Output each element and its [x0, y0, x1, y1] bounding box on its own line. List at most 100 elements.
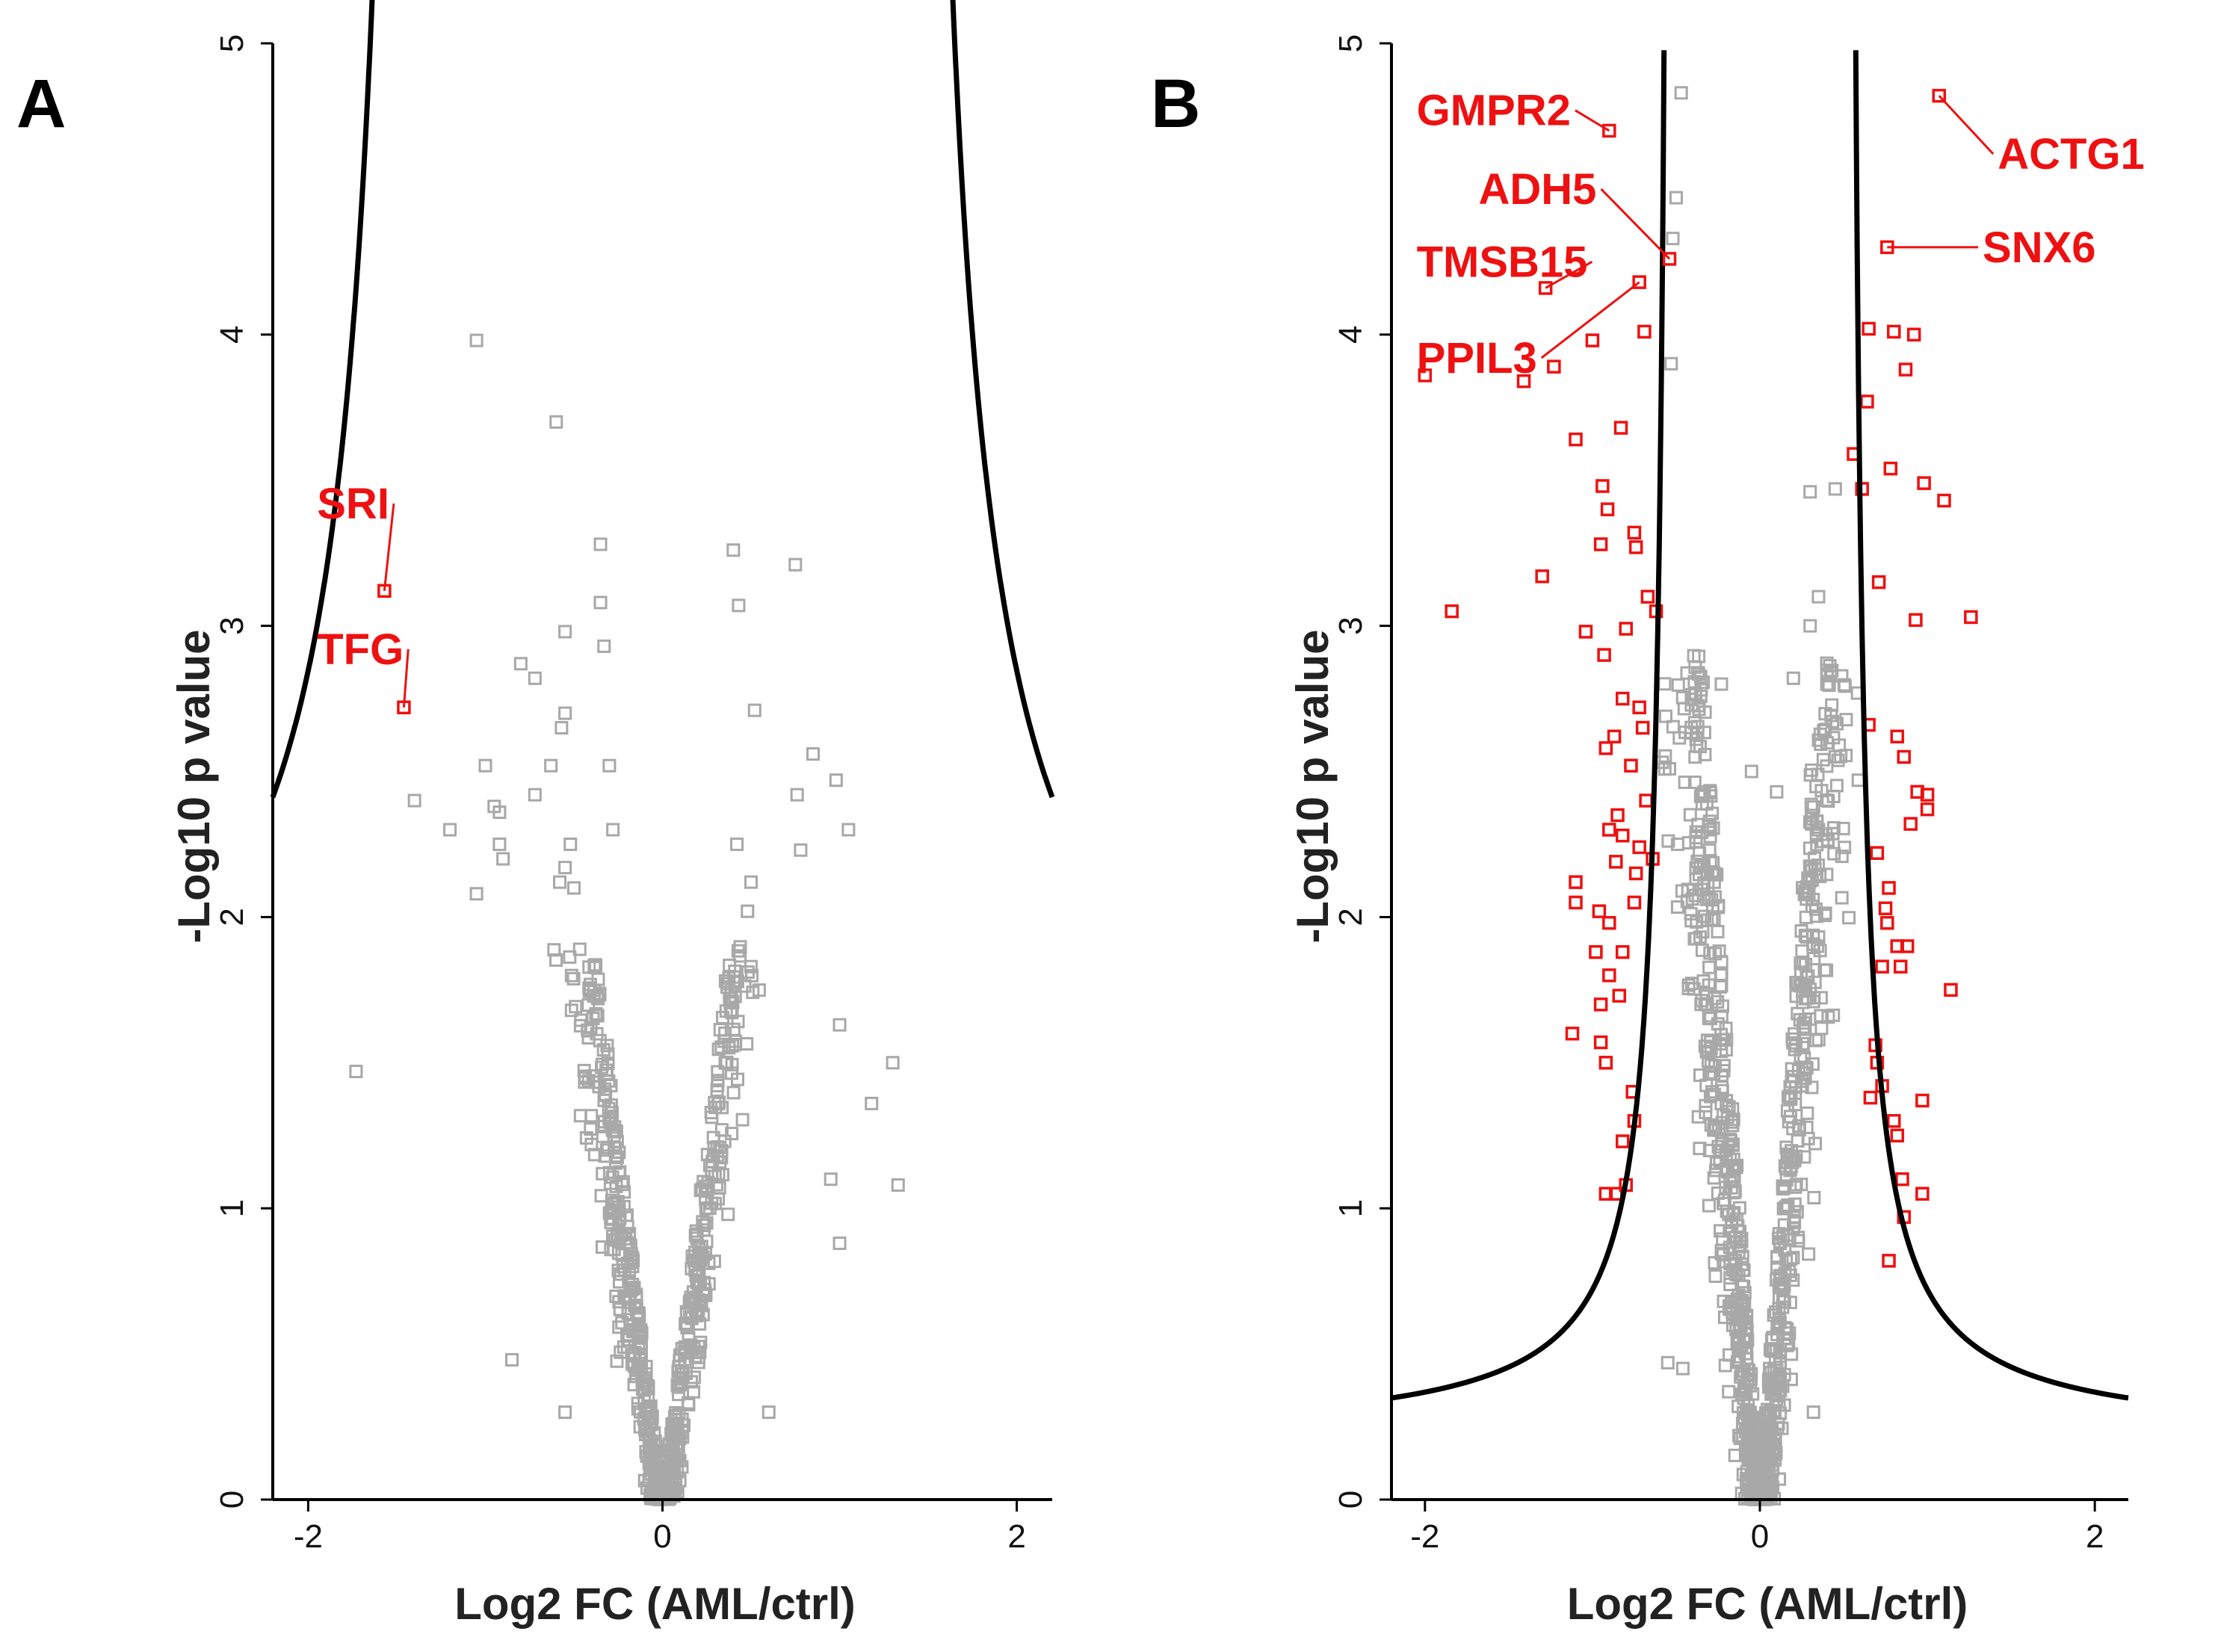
background-point [714, 1123, 729, 1137]
background-point [1788, 1210, 1802, 1225]
background-point [1687, 675, 1702, 689]
significant-point [1615, 691, 1630, 706]
background-point [1726, 1163, 1740, 1177]
background-point [1773, 1356, 1787, 1370]
background-point [1705, 913, 1719, 927]
background-point [1767, 1343, 1781, 1357]
background-point [1759, 1422, 1773, 1436]
significant-point [1593, 537, 1608, 551]
background-point [699, 1179, 713, 1193]
background-point [1722, 1385, 1736, 1399]
significant-point [1578, 625, 1593, 639]
scatter-point [566, 881, 581, 895]
background-point [1708, 1059, 1722, 1073]
background-point [1714, 1224, 1728, 1238]
background-point [1760, 1491, 1774, 1505]
background-point [1797, 1066, 1811, 1080]
background-point [1731, 1245, 1746, 1259]
background-point [589, 1006, 603, 1021]
background-point [1802, 886, 1816, 900]
background-point [1702, 960, 1717, 974]
significant-point [1875, 959, 1889, 974]
significant-point [1898, 362, 1913, 377]
significant-point [1535, 569, 1549, 584]
labeled-point [1932, 88, 1947, 103]
background-point [1695, 943, 1709, 957]
background-point [588, 958, 602, 972]
background-point [731, 944, 745, 958]
scatter-point [841, 823, 856, 837]
background-point [1781, 1147, 1795, 1161]
background-point [572, 942, 587, 956]
scatter-point [726, 543, 741, 557]
background-point [1791, 976, 1805, 990]
labeled-point [1538, 281, 1553, 295]
callout-label: ADH5 [1479, 165, 1597, 214]
significant-point [1920, 788, 1935, 802]
y-tick-label: 0 [1332, 1491, 1369, 1509]
scatter-point [761, 1405, 776, 1420]
background-point [1809, 909, 1823, 924]
background-point [1701, 879, 1715, 893]
background-point [1798, 1022, 1812, 1036]
background-point [639, 1367, 653, 1381]
scatter-point [528, 788, 542, 802]
background-point [613, 1302, 627, 1317]
background-point [1772, 1388, 1786, 1402]
background-point [726, 995, 740, 1009]
background-point [1732, 1353, 1746, 1367]
significant-point [1593, 1035, 1608, 1050]
background-point [547, 943, 561, 957]
significant-point [1595, 479, 1610, 493]
background-point [1810, 939, 1824, 953]
background-point [1675, 690, 1690, 705]
significant-point [1569, 895, 1583, 910]
significant-point [1895, 1172, 1909, 1187]
background-point [1680, 666, 1694, 680]
significant-point [1964, 610, 1978, 625]
callout-label: PPIL3 [1417, 334, 1537, 383]
background-point [602, 1166, 617, 1180]
scatter-point [1828, 750, 1842, 764]
background-point [584, 1109, 599, 1123]
significant-point [1893, 959, 1908, 974]
background-point [1737, 1279, 1751, 1293]
panel-a-threshold-curve-left [270, 0, 375, 799]
scatter-point [829, 773, 843, 788]
scatter-point [741, 904, 755, 918]
y-tick-label: 4 [1332, 326, 1369, 344]
background-point [602, 1074, 616, 1088]
callout-leader-line [1545, 261, 1593, 289]
background-point [627, 1359, 641, 1373]
y-tick-label: 2 [214, 908, 250, 926]
y-tick-label: 3 [214, 616, 250, 634]
panel-a-volcano-plot: A SRI TFG 0 1 2 3 4 5 -2 0 2 Log2 FC (AML/ctrl) -… [16, 0, 1055, 1629]
background-point [623, 1227, 637, 1241]
background-point [1703, 1089, 1717, 1104]
background-point [631, 1340, 646, 1355]
background-point [1818, 707, 1832, 721]
labeled-point [1632, 275, 1646, 289]
background-point [1689, 825, 1703, 839]
background-point [590, 1009, 605, 1023]
background-point [713, 1155, 727, 1169]
background-point [705, 1110, 719, 1124]
background-point [718, 1056, 732, 1070]
scatter-point [1770, 785, 1784, 799]
scatter-point [1811, 590, 1826, 604]
significant-point [1900, 939, 1915, 953]
background-point [1744, 1441, 1758, 1455]
labeled-point [1662, 252, 1677, 266]
significant-point [1602, 915, 1616, 930]
scatter-point [597, 639, 611, 653]
background-point [1785, 1032, 1800, 1046]
significant-point [1589, 944, 1603, 959]
background-point [1770, 1260, 1785, 1275]
significant-point [1565, 1027, 1580, 1041]
background-point [1770, 1251, 1785, 1265]
background-point [639, 1403, 653, 1417]
background-point [1714, 955, 1729, 969]
background-point [1784, 1373, 1798, 1387]
background-point [590, 989, 605, 1003]
significant-point [1613, 421, 1628, 435]
